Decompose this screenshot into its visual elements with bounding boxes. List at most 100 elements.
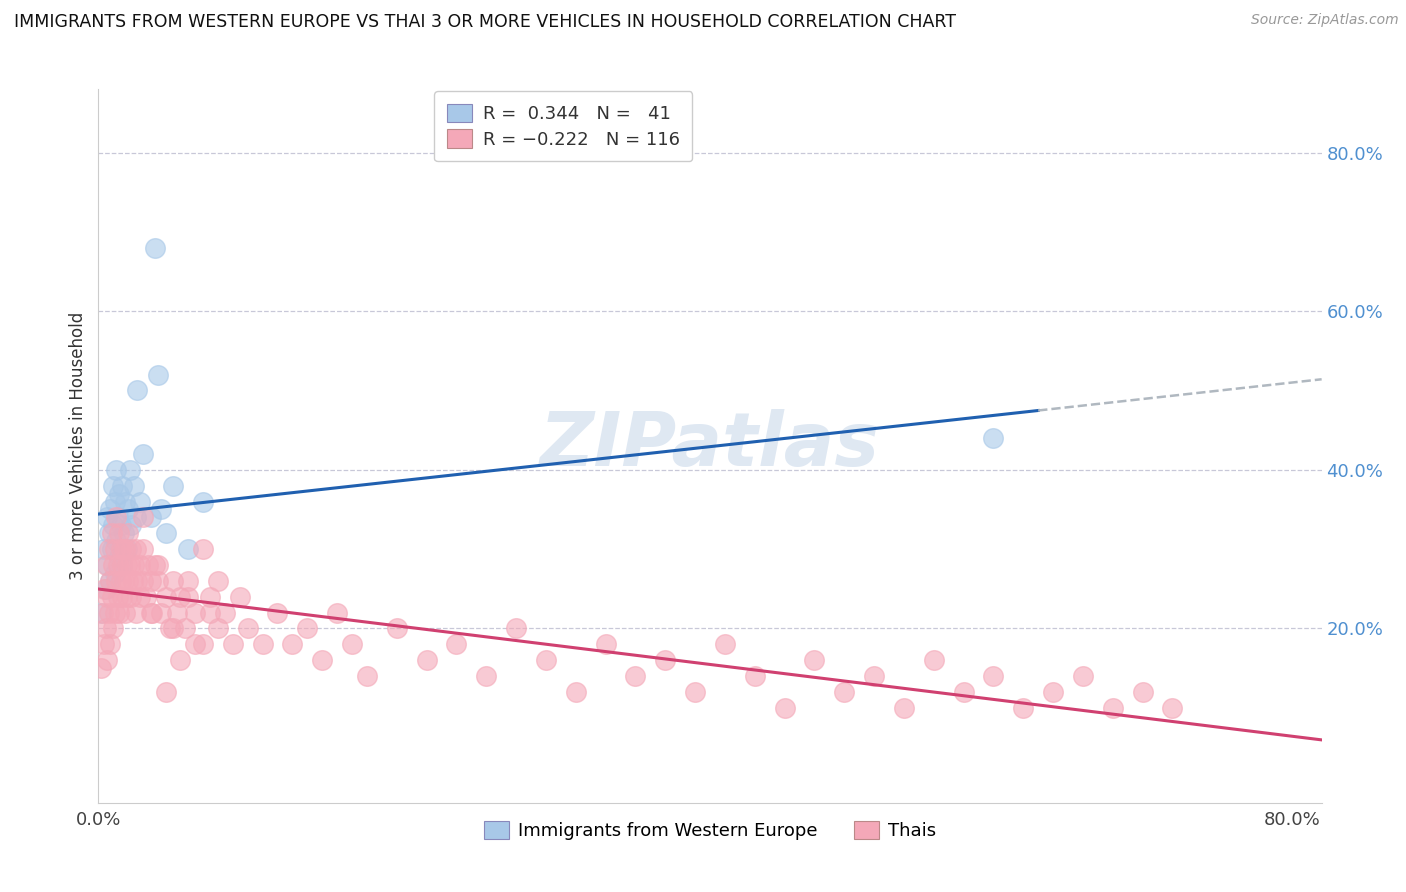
Point <box>129 590 152 604</box>
Point <box>132 447 155 461</box>
Point <box>107 590 129 604</box>
Point <box>115 542 138 557</box>
Point <box>120 518 142 533</box>
Point <box>297 621 319 635</box>
Point <box>266 606 288 620</box>
Point <box>91 606 114 620</box>
Point <box>184 637 207 651</box>
Point <box>98 637 121 651</box>
Point <box>534 653 557 667</box>
Point <box>104 566 127 580</box>
Point <box>101 542 124 557</box>
Point <box>952 685 974 699</box>
Point <box>184 606 207 620</box>
Point <box>94 558 117 572</box>
Point <box>385 621 408 635</box>
Point <box>105 463 128 477</box>
Point <box>117 574 139 588</box>
Point <box>214 606 236 620</box>
Point <box>252 637 274 651</box>
Point <box>90 606 112 620</box>
Point <box>236 621 259 635</box>
Point <box>143 558 166 572</box>
Point <box>90 661 112 675</box>
Point <box>120 590 142 604</box>
Point <box>150 606 173 620</box>
Point <box>110 542 132 557</box>
Point <box>143 241 166 255</box>
Point <box>139 574 162 588</box>
Point <box>93 637 115 651</box>
Point <box>97 542 120 557</box>
Point <box>624 669 647 683</box>
Point <box>191 637 214 651</box>
Point <box>117 502 139 516</box>
Point <box>162 574 184 588</box>
Point <box>105 534 128 549</box>
Point <box>112 574 135 588</box>
Point <box>983 669 1005 683</box>
Point <box>162 621 184 635</box>
Point <box>169 653 191 667</box>
Point <box>150 502 173 516</box>
Point <box>169 590 191 604</box>
Point <box>475 669 498 683</box>
Point <box>281 637 304 651</box>
Point <box>93 582 115 596</box>
Point <box>683 685 706 699</box>
Point <box>139 510 162 524</box>
Point <box>108 606 131 620</box>
Point <box>565 685 588 699</box>
Point <box>125 542 148 557</box>
Point <box>654 653 676 667</box>
Point <box>125 606 148 620</box>
Point <box>146 558 169 572</box>
Point <box>115 558 138 572</box>
Point <box>162 478 184 492</box>
Text: Source: ZipAtlas.com: Source: ZipAtlas.com <box>1251 13 1399 28</box>
Point <box>595 637 617 651</box>
Point <box>177 542 200 557</box>
Point <box>922 653 945 667</box>
Point <box>98 574 121 588</box>
Point <box>773 700 796 714</box>
Point <box>155 590 177 604</box>
Point <box>115 590 138 604</box>
Point <box>191 494 214 508</box>
Point <box>1132 685 1154 699</box>
Point <box>207 574 229 588</box>
Point <box>94 582 117 596</box>
Point <box>111 590 134 604</box>
Point <box>177 590 200 604</box>
Point <box>93 542 115 557</box>
Point <box>446 637 468 651</box>
Point <box>229 590 252 604</box>
Point <box>98 502 121 516</box>
Point <box>111 478 134 492</box>
Point <box>1042 685 1064 699</box>
Point <box>136 558 159 572</box>
Point <box>177 574 200 588</box>
Y-axis label: 3 or more Vehicles in Household: 3 or more Vehicles in Household <box>69 312 87 580</box>
Point <box>893 700 915 714</box>
Point <box>111 558 134 572</box>
Point <box>191 542 214 557</box>
Legend: Immigrants from Western Europe, Thais: Immigrants from Western Europe, Thais <box>477 814 943 847</box>
Point <box>174 621 197 635</box>
Point <box>110 574 132 588</box>
Point <box>105 510 128 524</box>
Point <box>832 685 855 699</box>
Point <box>114 606 136 620</box>
Point <box>127 574 149 588</box>
Point <box>112 542 135 557</box>
Point <box>97 526 120 541</box>
Point <box>104 542 127 557</box>
Point <box>1161 700 1184 714</box>
Point <box>108 486 131 500</box>
Point <box>103 478 125 492</box>
Point <box>159 621 181 635</box>
Point <box>96 653 118 667</box>
Point <box>108 549 131 564</box>
Point <box>104 606 127 620</box>
Point <box>107 510 129 524</box>
